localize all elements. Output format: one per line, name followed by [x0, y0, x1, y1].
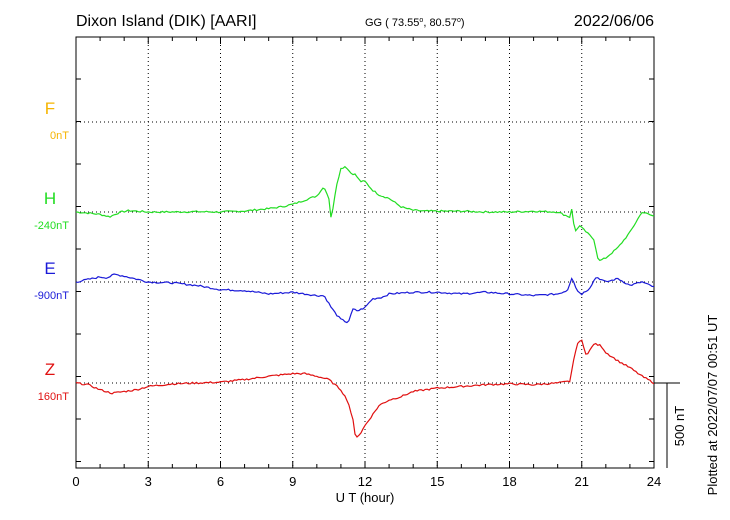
- x-tick-labels: 0 3 6 9 12 15 18 21 24: [72, 474, 661, 489]
- coords-suffix: ): [461, 17, 465, 29]
- x-tick-label-6: 6: [217, 474, 224, 489]
- channel-label-Z: Z: [45, 360, 55, 379]
- channel-baseline-H: -240nT: [34, 220, 69, 232]
- series-line-Z: [75, 339, 655, 438]
- channel-labels: F 0nT H -240nT E -900nT Z 160nT: [34, 99, 69, 403]
- x-tick-label-3: 3: [145, 474, 152, 489]
- x-tick-label-9: 9: [289, 474, 296, 489]
- x-tick-label-15: 15: [430, 474, 444, 489]
- channel-baseline-Z: 160nT: [38, 391, 69, 403]
- channel-label-H: H: [44, 189, 56, 208]
- data-series: [75, 165, 655, 438]
- channel-label-F: F: [45, 99, 55, 118]
- x-tick-label-12: 12: [358, 474, 372, 489]
- coordinates-label: GG ( 73.55o, 80.57o): [365, 17, 465, 29]
- series-line-H: [75, 165, 655, 262]
- x-tick-label-18: 18: [502, 474, 516, 489]
- channel-baseline-F: 0nT: [50, 130, 69, 142]
- channel-baseline-E: -900nT: [34, 290, 69, 302]
- channel-label-E: E: [44, 259, 55, 278]
- degree-mark-1: o: [419, 17, 423, 24]
- station-title: Dixon Island (DIK) [AARI]: [76, 13, 257, 30]
- x-tick-label-21: 21: [575, 474, 589, 489]
- date-label: 2022/06/06: [574, 13, 654, 30]
- x-axis-title: U T (hour): [336, 490, 395, 505]
- x-tick-label-0: 0: [72, 474, 79, 489]
- scale-bar-label: 500 nT: [672, 406, 687, 447]
- degree-mark-2: o: [457, 17, 461, 24]
- plotted-at-label: Plotted at 2022/07/07 00:51 UT: [705, 315, 720, 496]
- scale-bar: 500 nT: [654, 382, 687, 468]
- x-tick-label-24: 24: [647, 474, 661, 489]
- coords-mid: , 80.57: [423, 17, 457, 29]
- grid: [76, 37, 654, 468]
- series-line-E: [75, 273, 655, 324]
- coords-prefix: GG ( 73.55: [365, 17, 419, 29]
- axis-ticks: [75, 37, 655, 468]
